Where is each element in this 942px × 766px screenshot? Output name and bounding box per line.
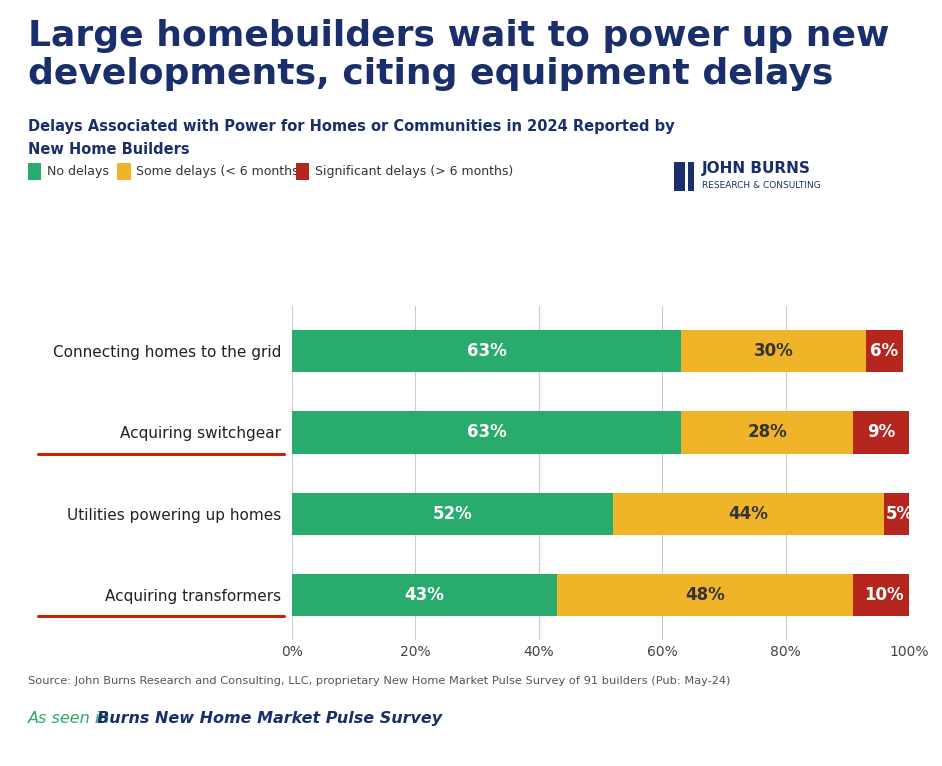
Text: developments, citing equipment delays: developments, citing equipment delays <box>28 57 834 91</box>
Text: New Home Builders: New Home Builders <box>28 142 190 157</box>
Text: JOHN BURNS: JOHN BURNS <box>702 161 811 176</box>
Text: 9%: 9% <box>868 424 896 441</box>
Bar <box>681 330 866 372</box>
Text: Burns New Home Market Pulse Survey: Burns New Home Market Pulse Survey <box>97 711 442 726</box>
Text: 30%: 30% <box>754 342 793 360</box>
Bar <box>853 574 916 616</box>
Bar <box>292 330 681 372</box>
Text: Large homebuilders wait to power up new: Large homebuilders wait to power up new <box>28 19 889 53</box>
Text: RESEARCH & CONSULTING: RESEARCH & CONSULTING <box>702 181 820 190</box>
Bar <box>866 330 902 372</box>
Bar <box>885 493 916 535</box>
Bar <box>292 493 613 535</box>
Bar <box>613 493 885 535</box>
Text: 5%: 5% <box>885 505 914 522</box>
Bar <box>853 411 909 453</box>
Text: 52%: 52% <box>432 505 472 522</box>
Text: 44%: 44% <box>729 505 769 522</box>
Text: 43%: 43% <box>405 586 445 604</box>
Text: 63%: 63% <box>466 342 506 360</box>
Bar <box>292 411 681 453</box>
Text: Some delays (< 6 months): Some delays (< 6 months) <box>137 165 303 178</box>
Text: 48%: 48% <box>686 586 725 604</box>
Text: Source: John Burns Research and Consulting, LLC, proprietary New Home Market Pul: Source: John Burns Research and Consulti… <box>28 676 731 686</box>
Bar <box>292 574 558 616</box>
Text: 28%: 28% <box>747 424 787 441</box>
Text: As seen in: As seen in <box>28 711 116 726</box>
Text: Significant delays (> 6 months): Significant delays (> 6 months) <box>315 165 512 178</box>
Text: Delays Associated with Power for Homes or Communities in 2024 Reported by: Delays Associated with Power for Homes o… <box>28 119 674 134</box>
Text: 10%: 10% <box>865 586 904 604</box>
Text: No delays: No delays <box>47 165 109 178</box>
Bar <box>558 574 853 616</box>
Text: 63%: 63% <box>466 424 506 441</box>
Text: 6%: 6% <box>870 342 899 360</box>
Bar <box>681 411 853 453</box>
